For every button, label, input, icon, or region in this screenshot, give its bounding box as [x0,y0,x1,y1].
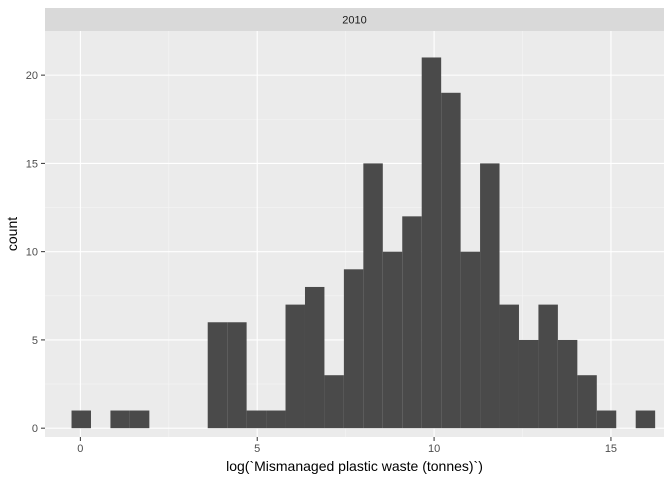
histogram-bar [227,322,247,429]
x-axis: 0 5 10 15 [77,437,617,455]
histogram-bar [110,410,130,429]
histogram-bar [266,410,286,429]
histogram-bar [129,410,150,429]
y-tick-label: 15 [26,158,38,170]
histogram-bar [577,375,597,429]
histogram-bar [538,304,558,429]
histogram-bar [596,410,617,429]
x-tick-label: 15 [605,443,617,455]
histogram-bar [363,163,383,429]
x-tick-label: 10 [428,443,440,455]
y-tick-label: 0 [32,423,38,435]
histogram-bar [71,410,91,429]
facet-strip-label: 2010 [342,15,366,27]
histogram-bar [460,251,481,429]
y-axis: 0 5 10 15 20 [26,70,45,435]
histogram-bar [246,410,267,429]
histogram-bar [441,92,461,429]
histogram-bar [402,216,422,429]
x-tick-label: 0 [77,443,83,455]
histogram-bar [207,322,228,429]
histogram-bar [324,375,344,429]
histogram-bar [518,339,539,429]
histogram-bar [499,304,519,429]
y-tick-label: 5 [32,335,38,347]
histogram-bar [382,251,403,429]
histogram-bar [421,57,442,429]
histogram-bar [285,304,305,429]
histogram-bar [557,339,578,429]
y-tick-label: 10 [26,247,38,259]
y-tick-label: 20 [26,70,38,82]
histogram-bar [304,286,325,429]
facet-strip [45,8,664,31]
histogram-bar [343,269,364,429]
x-tick-label: 5 [254,443,260,455]
histogram-bars [71,57,656,429]
histogram-bar [635,410,656,429]
histogram-bar [480,163,500,429]
x-axis-title: log(`Mismanaged plastic waste (tonnes)`) [226,458,483,474]
y-axis-title: count [4,217,20,251]
